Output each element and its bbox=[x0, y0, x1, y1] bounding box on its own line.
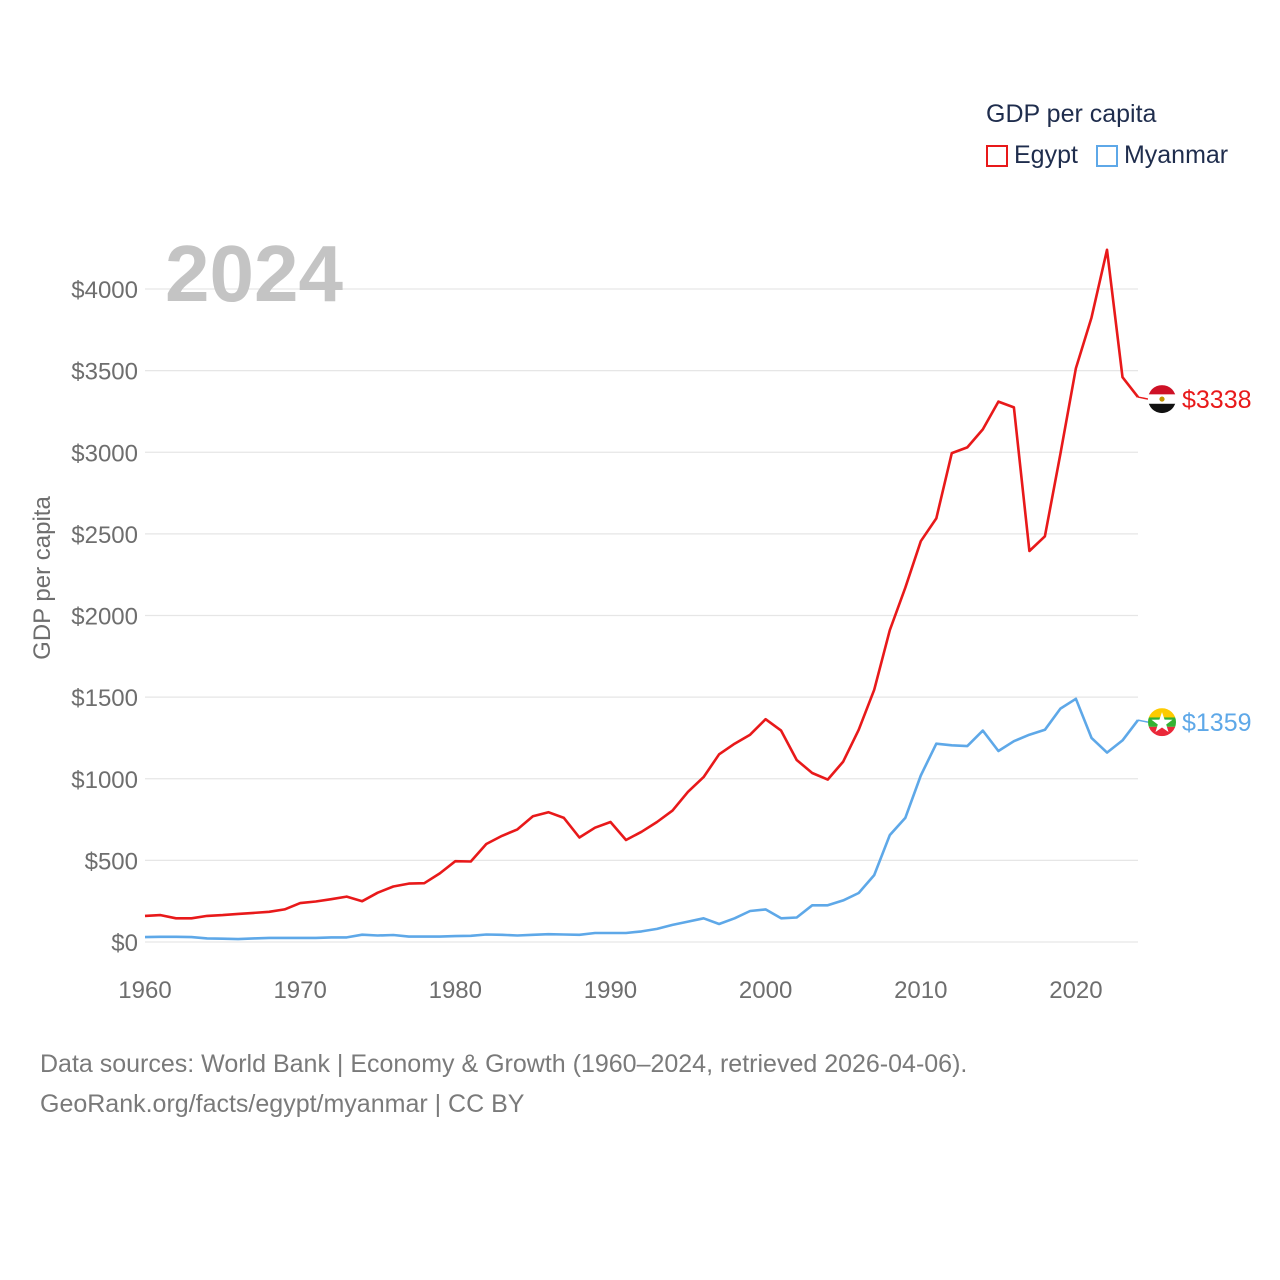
series-line-myanmar bbox=[144, 697, 1140, 941]
year-label: 2024 bbox=[165, 229, 343, 318]
y-tick-label: $0 bbox=[111, 930, 138, 957]
legend-item-egypt[interactable]: Egypt bbox=[986, 141, 1078, 170]
myanmar-flag-icon bbox=[1148, 708, 1176, 737]
legend-title: GDP per capita bbox=[986, 100, 1157, 128]
y-tick-label: $1500 bbox=[71, 685, 138, 712]
series-line-egypt bbox=[144, 248, 1140, 920]
legend-item-myanmar[interactable]: Myanmar bbox=[1095, 141, 1229, 170]
x-tick-label: 1960 bbox=[118, 977, 171, 1004]
grid-lines bbox=[145, 288, 1138, 943]
x-axis-tick-labels: 1960 1970 1980 1990 2000 2010 2020 bbox=[118, 977, 1102, 1004]
y-tick-label: $3000 bbox=[71, 440, 138, 467]
x-tick-label: 1980 bbox=[429, 977, 482, 1004]
y-tick-label: $2500 bbox=[71, 522, 138, 549]
end-connector bbox=[1137, 396, 1149, 400]
end-connector bbox=[1137, 719, 1149, 723]
legend-swatch-myanmar bbox=[1095, 144, 1118, 167]
legend: GDP per capita Egypt Myanmar bbox=[986, 100, 1228, 170]
end-label-myanmar: $1359 bbox=[1182, 709, 1252, 737]
x-tick-label: 2020 bbox=[1049, 977, 1102, 1004]
x-tick-label: 1970 bbox=[273, 977, 326, 1004]
legend-label-myanmar: Myanmar bbox=[1123, 141, 1229, 169]
data-sources-note: Data sources: World Bank | Economy & Gro… bbox=[40, 1050, 968, 1078]
end-label-egypt: $3338 bbox=[1182, 386, 1252, 414]
x-tick-label: 2000 bbox=[739, 977, 792, 1004]
y-tick-label: $3500 bbox=[71, 359, 138, 386]
y-tick-label: $2000 bbox=[71, 604, 138, 631]
source-link[interactable]: GeoRank.org/facts/egypt/myanmar | CC BY bbox=[40, 1090, 525, 1118]
x-tick-label: 1990 bbox=[584, 977, 637, 1004]
y-tick-label: $1000 bbox=[71, 767, 138, 794]
y-tick-label: $4000 bbox=[71, 277, 138, 304]
series-lines bbox=[144, 248, 1140, 941]
legend-label-egypt: Egypt bbox=[1014, 141, 1078, 169]
x-tick-label: 2010 bbox=[894, 977, 947, 1004]
legend-swatch-egypt bbox=[986, 144, 1008, 167]
series-end-labels: $3338 $1359 bbox=[1137, 385, 1252, 737]
y-axis-label: GDP per capita bbox=[29, 496, 56, 660]
y-axis-tick-labels: $0 $500 $1000 $1500 $2000 $2500 $3000 $3500 $400… bbox=[71, 277, 138, 957]
y-tick-label: $500 bbox=[85, 848, 138, 875]
egypt-flag-icon bbox=[1148, 385, 1176, 414]
footer: Data sources: World Bank | Economy & Gro… bbox=[40, 1044, 967, 1124]
